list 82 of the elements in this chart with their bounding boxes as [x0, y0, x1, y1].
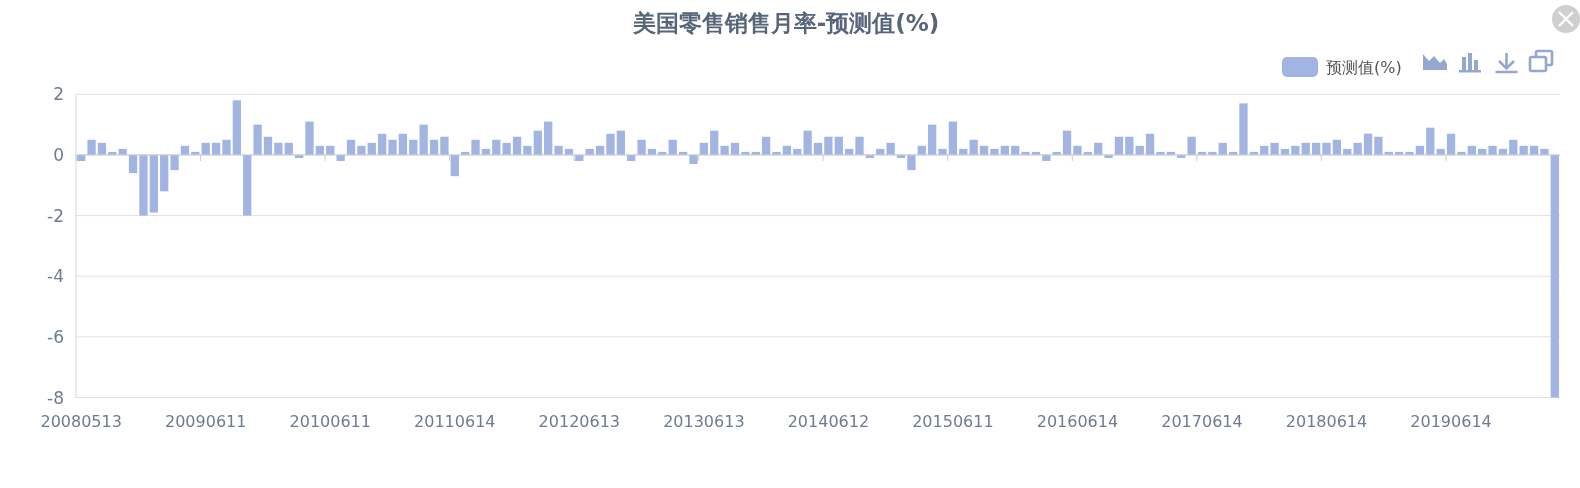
bar: [222, 139, 231, 155]
bar: [471, 139, 480, 155]
y-tick-label: -2: [47, 205, 64, 226]
y-tick-label: -4: [47, 266, 64, 287]
x-tick-label: 20190614: [1410, 411, 1492, 431]
bar: [1550, 154, 1559, 398]
bar: [1540, 148, 1549, 155]
x-tick-label: 20130613: [663, 411, 745, 431]
bar: [1114, 136, 1124, 155]
bar: [263, 136, 273, 155]
bar: [1062, 130, 1072, 155]
y-tick-label: 0: [53, 144, 64, 165]
bar: [87, 139, 96, 155]
bar: [243, 154, 252, 216]
bar: [533, 130, 542, 155]
bar: [232, 100, 241, 155]
legend-label: 预测值(%): [1326, 57, 1402, 77]
x-tick-label: 20090611: [165, 411, 247, 431]
bar: [907, 154, 916, 171]
bar: [1291, 145, 1300, 155]
bar: [419, 124, 428, 155]
x-tick-label: 20180614: [1285, 411, 1368, 431]
bar: [803, 130, 812, 155]
bar: [170, 154, 179, 171]
bar: [710, 130, 719, 155]
bar: [1187, 136, 1196, 155]
bar: [1353, 142, 1362, 155]
x-tick-label: 20140612: [787, 411, 870, 431]
bar: [761, 136, 771, 155]
bar: [824, 136, 833, 155]
bar: [139, 154, 148, 216]
bar: [149, 154, 158, 213]
bar: [336, 154, 345, 161]
bar: [523, 145, 532, 155]
bar: [357, 145, 366, 155]
bar: [554, 145, 563, 155]
bar: [274, 142, 283, 155]
bar: [1426, 127, 1435, 155]
bar: [1073, 145, 1082, 155]
bar: [834, 136, 843, 155]
bar: [305, 121, 314, 155]
y-tick-label: -8: [47, 387, 64, 408]
bar: [1125, 136, 1134, 155]
bar: [388, 139, 397, 155]
bar: [440, 136, 449, 155]
bar: [990, 148, 999, 155]
bar: [398, 133, 408, 155]
bar: [720, 145, 729, 155]
bar: [938, 148, 947, 155]
x-tick-label: 20100611: [289, 411, 371, 431]
bar: [253, 124, 262, 155]
bar: [1239, 103, 1248, 155]
bar: [689, 154, 698, 165]
x-tick-label: 20170614: [1161, 411, 1243, 431]
x-tick-label: 20110614: [414, 411, 496, 431]
bar: [544, 121, 553, 155]
bar: [128, 154, 138, 174]
x-tick-label: 20080513: [40, 411, 122, 431]
bar: [1374, 136, 1383, 155]
bar: [512, 136, 522, 155]
x-tick-label: 20120613: [538, 411, 621, 431]
bar: [377, 133, 387, 155]
chart-title: 美国零售销售月率-预测值(%): [631, 10, 940, 36]
bar: [855, 136, 864, 155]
bar: [616, 130, 625, 155]
bar: [948, 121, 958, 155]
bar: [886, 142, 895, 155]
bar: [450, 154, 459, 177]
bar: [1363, 133, 1373, 155]
y-tick-label: -6: [47, 326, 64, 347]
x-tick-label: 20160614: [1036, 411, 1119, 431]
bar: [160, 154, 169, 192]
bar: [637, 139, 646, 155]
bar: [1322, 142, 1331, 155]
bar: [928, 124, 937, 155]
x-tick-label: 20150611: [912, 411, 994, 431]
bar: [606, 133, 615, 155]
bar: [1488, 145, 1497, 155]
bar: [1446, 133, 1456, 155]
y-tick-label: 2: [53, 84, 64, 105]
bar: [1270, 142, 1279, 155]
bar: [1145, 133, 1155, 155]
